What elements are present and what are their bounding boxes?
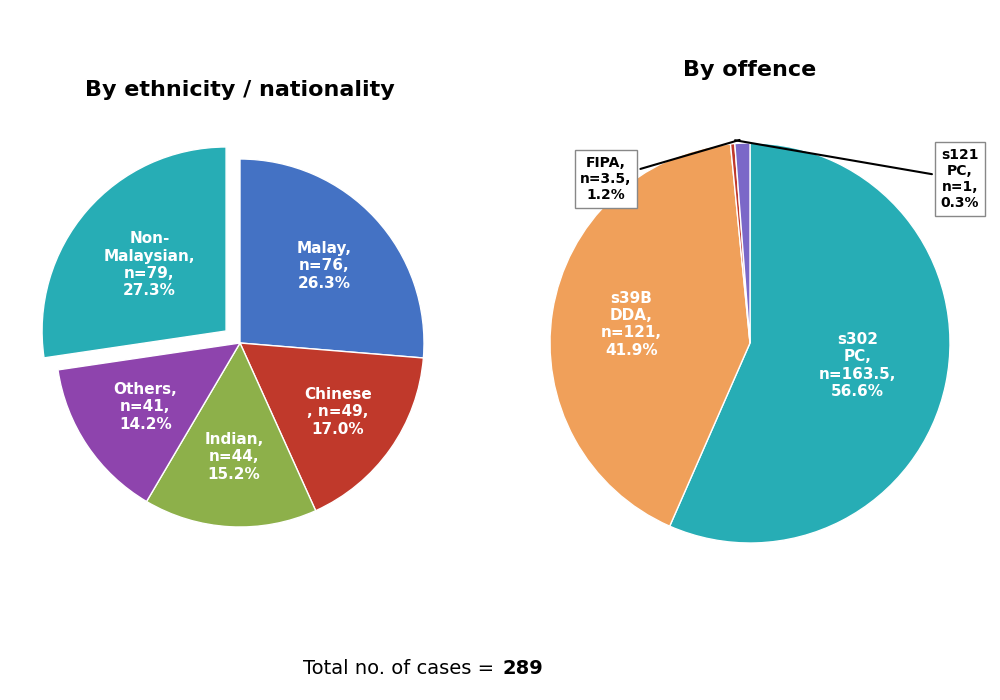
Wedge shape [550,144,750,526]
Wedge shape [735,143,750,343]
Title: By offence: By offence [683,60,817,80]
Text: FIPA,
n=3.5,
1.2%: FIPA, n=3.5, 1.2% [580,140,740,202]
Text: s39B
DDA,
n=121,
41.9%: s39B DDA, n=121, 41.9% [601,290,662,358]
Wedge shape [730,144,750,343]
Text: Chinese
, n=49,
17.0%: Chinese , n=49, 17.0% [304,387,372,437]
Text: s302
PC,
n=163.5,
56.6%: s302 PC, n=163.5, 56.6% [819,332,896,399]
Text: Non-
Malaysian,
n=79,
27.3%: Non- Malaysian, n=79, 27.3% [104,231,195,298]
Wedge shape [240,159,424,358]
Text: Total no. of cases =: Total no. of cases = [303,659,500,678]
Text: s121
PC,
n=1,
0.3%: s121 PC, n=1, 0.3% [735,140,979,210]
Title: By ethnicity / nationality: By ethnicity / nationality [85,80,395,100]
Text: Indian,
n=44,
15.2%: Indian, n=44, 15.2% [204,432,263,482]
Wedge shape [147,343,316,527]
Wedge shape [670,143,950,543]
Wedge shape [240,343,423,511]
Text: Others,
n=41,
14.2%: Others, n=41, 14.2% [113,382,177,432]
Text: 289: 289 [503,659,544,678]
Wedge shape [42,147,226,358]
Wedge shape [58,343,240,501]
Text: Malay,
n=76,
26.3%: Malay, n=76, 26.3% [296,241,351,290]
